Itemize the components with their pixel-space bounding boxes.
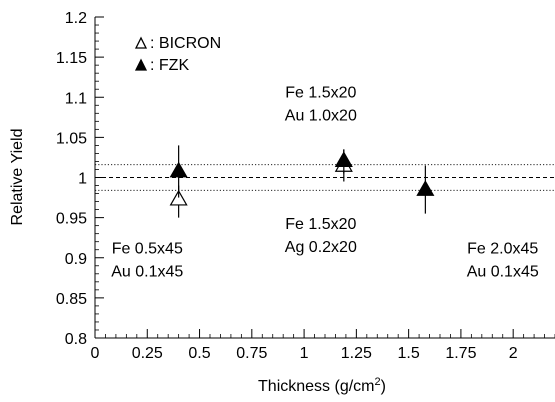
y-tick-label-5: 1.05 (56, 130, 87, 147)
x-axis-label-close: ) (381, 378, 386, 395)
x-tick-label-7: 1.75 (445, 345, 476, 362)
y-tick-label-3: 0.95 (56, 211, 87, 228)
x-axis-label-sup: 2 (375, 376, 381, 388)
x-tick-label-1: 0.25 (132, 345, 163, 362)
annotations: Fe 0.5x45 Au 0.1x45 Fe 1.5x20 Au 1.0x20 Fe 1… (111, 84, 539, 280)
annotation-3-line-0: Fe 2.0x45 (467, 241, 538, 258)
y-tick-label-1: 0.85 (56, 291, 87, 308)
y-tick-label-2: 0.9 (65, 251, 87, 268)
annotation-1-line-0: Fe 1.5x20 (285, 84, 356, 101)
reference-lines (95, 164, 555, 191)
annotation-2-line-1: Ag 0.2x20 (285, 239, 357, 256)
point-bicron-0 (169, 189, 188, 206)
annotation-1-line-1: Au 1.0x20 (285, 107, 357, 124)
x-axis-label: Thickness (g/cm2) (258, 376, 386, 395)
legend: : BICRON : FZK (134, 35, 221, 74)
annotation-2-line-0: Fe 1.5x20 (285, 216, 356, 233)
legend-label-fzk: : FZK (150, 57, 189, 74)
y-tick-label-0: 0.8 (65, 331, 87, 348)
y-tick-label-7: 1.15 (56, 50, 87, 67)
point-fzk-2 (416, 180, 435, 196)
y-tick-label-4: 1 (78, 171, 87, 188)
x-tick-label-6: 1.5 (398, 345, 420, 362)
annotation-3-line-1: Au 0.1x45 (467, 264, 539, 281)
x-tick-label-5: 1.25 (341, 345, 372, 362)
y-tick-label-6: 1.1 (65, 90, 87, 107)
legend-label-bicron: : BICRON (150, 35, 221, 52)
x-tick-label-4: 1 (300, 345, 309, 362)
annotation-0-line-0: Fe 0.5x45 (112, 241, 183, 258)
y-axis-ticks: 0.8 0.85 0.9 0.95 1 1.05 1.1 1.15 1.2 (56, 10, 104, 348)
x-axis-ticks: 0 0.25 0.5 0.75 1 1.25 1.5 1.75 2 (91, 329, 555, 362)
point-fzk-0 (169, 161, 188, 178)
y-axis-label: Relative Yield (9, 129, 26, 226)
x-tick-label-8: 2 (509, 345, 518, 362)
x-axis-label-main: Thickness (g/cm (258, 378, 374, 395)
x-tick-label-3: 0.75 (236, 345, 267, 362)
y-tick-label-8: 1.2 (65, 10, 87, 27)
point-fzk-1 (334, 151, 353, 167)
data-points (169, 145, 435, 218)
annotation-0-line-1: Au 0.1x45 (111, 264, 183, 281)
x-tick-label-2: 0.5 (188, 345, 210, 362)
x-tick-label-0: 0 (91, 345, 100, 362)
legend-marker-bicron (134, 36, 148, 49)
legend-marker-fzk (134, 58, 148, 71)
